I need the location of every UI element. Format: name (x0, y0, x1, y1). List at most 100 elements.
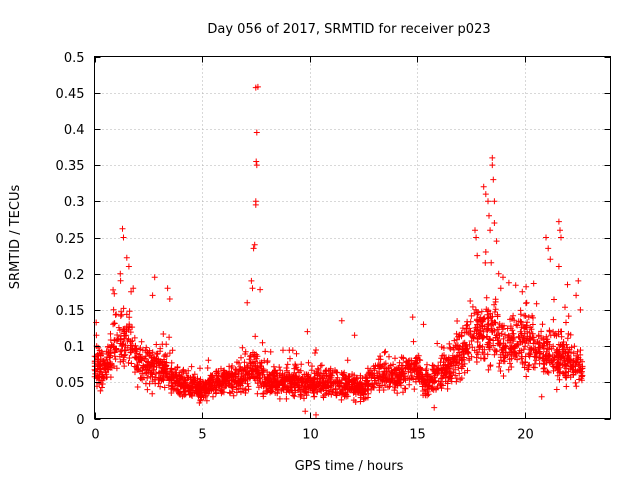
data-point (400, 377, 407, 383)
data-point (446, 340, 453, 347)
data-point (468, 312, 475, 319)
data-point (542, 352, 549, 359)
data-point (94, 351, 101, 358)
data-point (153, 341, 160, 348)
data-point (554, 372, 561, 379)
data-point (575, 277, 582, 284)
data-point (563, 341, 570, 348)
data-point (539, 321, 546, 328)
data-point (439, 375, 446, 381)
data-point (174, 375, 181, 382)
data-point (363, 377, 370, 384)
data-point (492, 296, 499, 303)
data-point (314, 365, 321, 372)
data-point (115, 324, 122, 331)
data-point (443, 369, 450, 376)
data-point (386, 353, 392, 360)
data-point (425, 383, 432, 390)
data-point (440, 359, 447, 366)
data-point (128, 288, 135, 295)
data-point (255, 384, 262, 391)
data-point (289, 389, 296, 396)
data-point (96, 380, 103, 387)
data-point (283, 365, 290, 371)
data-point (204, 390, 210, 397)
x-tick-label: 5 (198, 428, 206, 443)
data-point (112, 311, 119, 318)
data-point (126, 314, 133, 321)
data-point (253, 129, 260, 136)
data-point (197, 396, 204, 403)
data-point (129, 342, 136, 349)
y-tick-label: 0.25 (56, 232, 85, 247)
data-point (113, 311, 120, 318)
data-point (276, 372, 283, 379)
data-point (541, 361, 548, 368)
data-point (246, 367, 253, 374)
data-point (538, 393, 545, 400)
data-point (370, 383, 376, 390)
data-point (457, 376, 464, 383)
data-point (208, 374, 215, 381)
data-point (393, 379, 400, 386)
data-point (138, 338, 145, 345)
data-point (253, 158, 260, 165)
data-point (467, 298, 474, 304)
data-point (409, 314, 416, 321)
data-point (117, 277, 124, 284)
data-point (526, 353, 533, 360)
data-point (484, 351, 491, 358)
data-point (574, 348, 581, 355)
data-point (155, 380, 162, 387)
data-point (490, 176, 497, 183)
y-tick-label: 0.1 (64, 340, 85, 355)
data-point (126, 308, 133, 315)
data-point (125, 359, 132, 366)
data-point (257, 286, 264, 293)
data-point (385, 365, 392, 372)
data-point (491, 301, 498, 308)
data-point (565, 360, 571, 367)
data-point (484, 333, 491, 340)
data-point (377, 382, 383, 389)
data-point (238, 373, 245, 380)
data-point (341, 384, 347, 390)
data-point (547, 256, 554, 263)
data-point (242, 351, 249, 357)
data-point (253, 368, 259, 375)
data-point (118, 311, 125, 318)
data-point (178, 374, 185, 381)
data-point (496, 342, 503, 348)
data-point (530, 336, 537, 343)
data-point (269, 369, 276, 376)
data-point (332, 368, 339, 375)
data-point (464, 318, 471, 325)
data-point (565, 313, 572, 320)
data-point (508, 344, 515, 351)
data-point (323, 367, 330, 374)
data-point (411, 366, 417, 373)
data-point (191, 383, 198, 390)
data-point (417, 369, 424, 376)
data-point (111, 290, 118, 297)
data-point (545, 369, 552, 376)
data-point (130, 285, 137, 292)
data-point (276, 364, 283, 371)
data-point (400, 354, 407, 361)
data-point (258, 365, 265, 372)
data-point (552, 330, 559, 337)
data-point (528, 326, 535, 333)
data-point (316, 386, 323, 393)
data-point (163, 341, 170, 348)
data-point (344, 357, 351, 364)
data-point (333, 392, 340, 399)
data-point (536, 354, 543, 361)
data-point (177, 383, 184, 390)
data-point (494, 335, 501, 341)
plot-frame (94, 56, 611, 419)
data-point (276, 395, 283, 402)
data-point (242, 374, 249, 381)
data-point (157, 375, 164, 382)
data-point (116, 353, 123, 360)
